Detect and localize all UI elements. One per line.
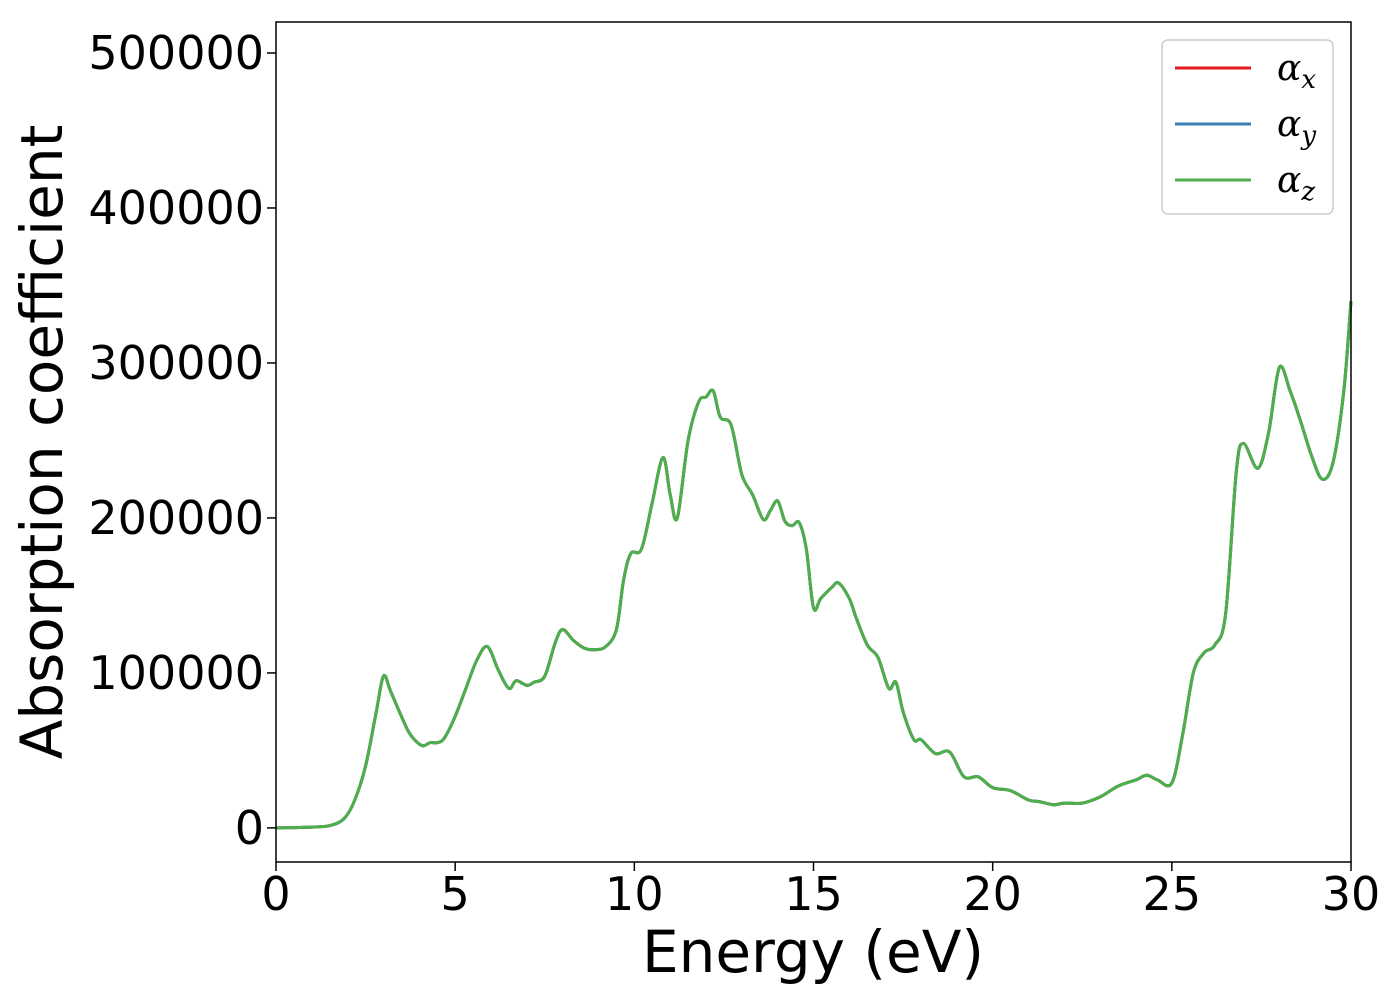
x-axis: 0 5 10 15 20 25 30 bbox=[261, 862, 1380, 921]
legend-label-3: αz bbox=[1277, 160, 1315, 207]
x-tick-label: 25 bbox=[1143, 867, 1202, 921]
series-line-1 bbox=[275, 300, 1353, 830]
x-axis-title: Energy (eV) bbox=[642, 918, 984, 986]
x-tick-label: 10 bbox=[605, 867, 664, 921]
y-tick-label: 200000 bbox=[88, 491, 264, 545]
x-tick-label: 0 bbox=[261, 867, 290, 921]
x-tick-label: 15 bbox=[784, 867, 843, 921]
y-tick-label: 400000 bbox=[88, 181, 264, 235]
legend-box bbox=[1161, 39, 1334, 215]
legend-label-2: αy bbox=[1277, 104, 1316, 151]
x-tick-label: 5 bbox=[441, 867, 470, 921]
y-tick-label: 0 bbox=[235, 801, 264, 855]
series-layer bbox=[275, 300, 1353, 830]
y-axis-title: Absorption coefficient bbox=[8, 125, 76, 760]
legend-label-1: αx bbox=[1277, 48, 1316, 95]
y-tick-label: 500000 bbox=[88, 26, 264, 80]
y-tick-label: 100000 bbox=[88, 646, 264, 700]
legend: αx αy αz bbox=[1161, 39, 1334, 215]
y-axis: 0 100000 200000 300000 400000 500000 bbox=[88, 26, 276, 855]
series-line-3 bbox=[275, 300, 1353, 830]
y-tick-label: 300000 bbox=[88, 336, 264, 390]
x-tick-label: 30 bbox=[1322, 867, 1381, 921]
x-tick-label: 20 bbox=[963, 867, 1022, 921]
series-line-2 bbox=[275, 300, 1353, 830]
